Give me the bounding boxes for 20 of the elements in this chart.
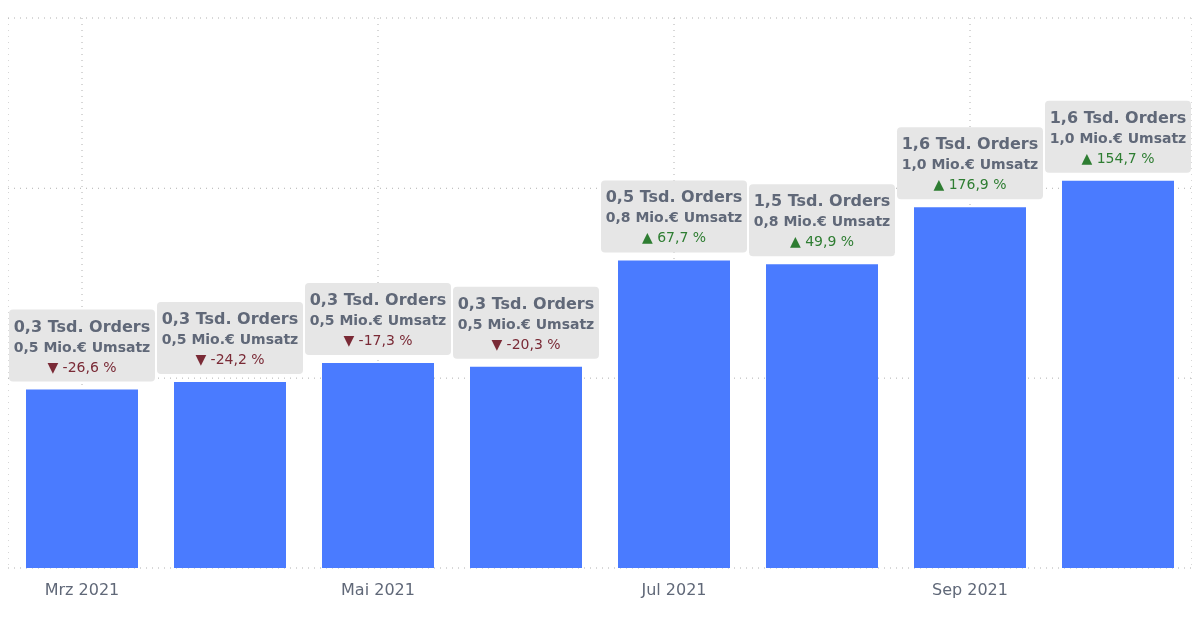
data-label: 0,3 Tsd. Orders 0,5 Mio.€ Umsatz ▼ -24,2 % (161, 308, 299, 367)
x-tick-label: Sep 2021 (932, 580, 1008, 600)
bar (470, 366, 582, 568)
x-tick-label: Mrz 2021 (44, 580, 120, 600)
data-label: 0,3 Tsd. Orders 0,5 Mio.€ Umsatz ▼ -26,6 % (13, 316, 151, 375)
data-label: 1,6 Tsd. Orders 1,0 Mio.€ Umsatz ▲ 154,7 % (1049, 107, 1187, 166)
data-label: 1,6 Tsd. Orders 1,0 Mio.€ Umsatz ▲ 176,9 % (901, 134, 1039, 193)
bar (1062, 180, 1174, 568)
bar (322, 362, 434, 568)
data-label: 0,3 Tsd. Orders 0,5 Mio.€ Umsatz ▼ -20,3 % (457, 293, 595, 352)
x-tick-label: Mai 2021 (341, 580, 415, 600)
data-label: 1,5 Tsd. Orders 0,8 Mio.€ Umsatz ▲ 49,9 % (753, 191, 891, 250)
data-label: 0,3 Tsd. Orders 0,5 Mio.€ Umsatz ▼ -17,3 % (309, 289, 447, 348)
bar (174, 381, 286, 568)
data-label: 0,5 Tsd. Orders 0,8 Mio.€ Umsatz ▲ 67,7 % (605, 187, 743, 246)
x-tick-label: Jul 2021 (640, 580, 707, 600)
bar (26, 389, 138, 568)
bar (618, 260, 730, 568)
bar (766, 264, 878, 568)
bar (914, 207, 1026, 568)
